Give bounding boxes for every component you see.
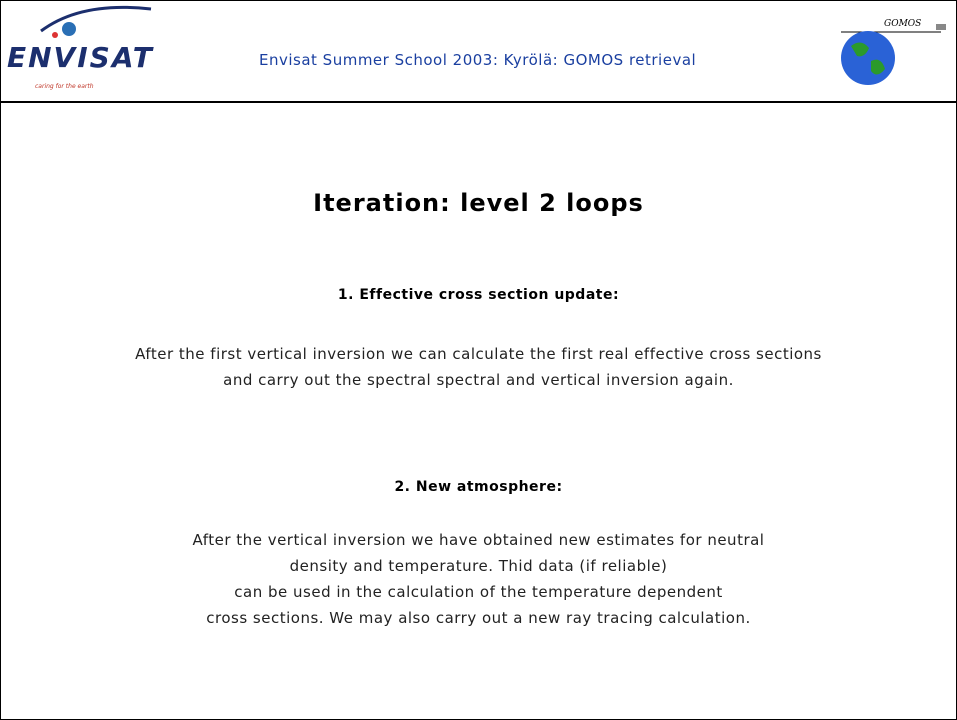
section-heading: 1. Effective cross section update: (337, 287, 620, 303)
logo-tagline: caring for the earth (35, 83, 94, 90)
section-text: After the vertical inversion we have obt… (1, 527, 956, 631)
header: ENVISAT caring for the earth Envisat Sum… (1, 1, 956, 103)
slide-title: Iteration: level 2 loops (313, 189, 644, 217)
text-line: After the first vertical inversion we ca… (135, 345, 822, 363)
logo-swoosh (40, 5, 152, 38)
section-text: After the first vertical inversion we ca… (1, 341, 956, 393)
text-line: After the vertical inversion we have obt… (192, 531, 765, 549)
logo-text: ENVISAT (7, 41, 154, 74)
text-line: cross sections. We may also carry out a … (206, 609, 751, 627)
text-line: and carry out the spectral spectral and … (223, 371, 734, 389)
text-line: can be used in the calculation of the te… (234, 583, 723, 601)
gomos-text: GOMOS (884, 19, 922, 29)
section-heading: 2. New atmosphere: (394, 479, 563, 495)
text-line: density and temperature. Thid data (if r… (289, 557, 668, 575)
gomos-logo (841, 24, 946, 85)
header-title: Envisat Summer School 2003: Kyrölä: GOMO… (259, 51, 697, 69)
